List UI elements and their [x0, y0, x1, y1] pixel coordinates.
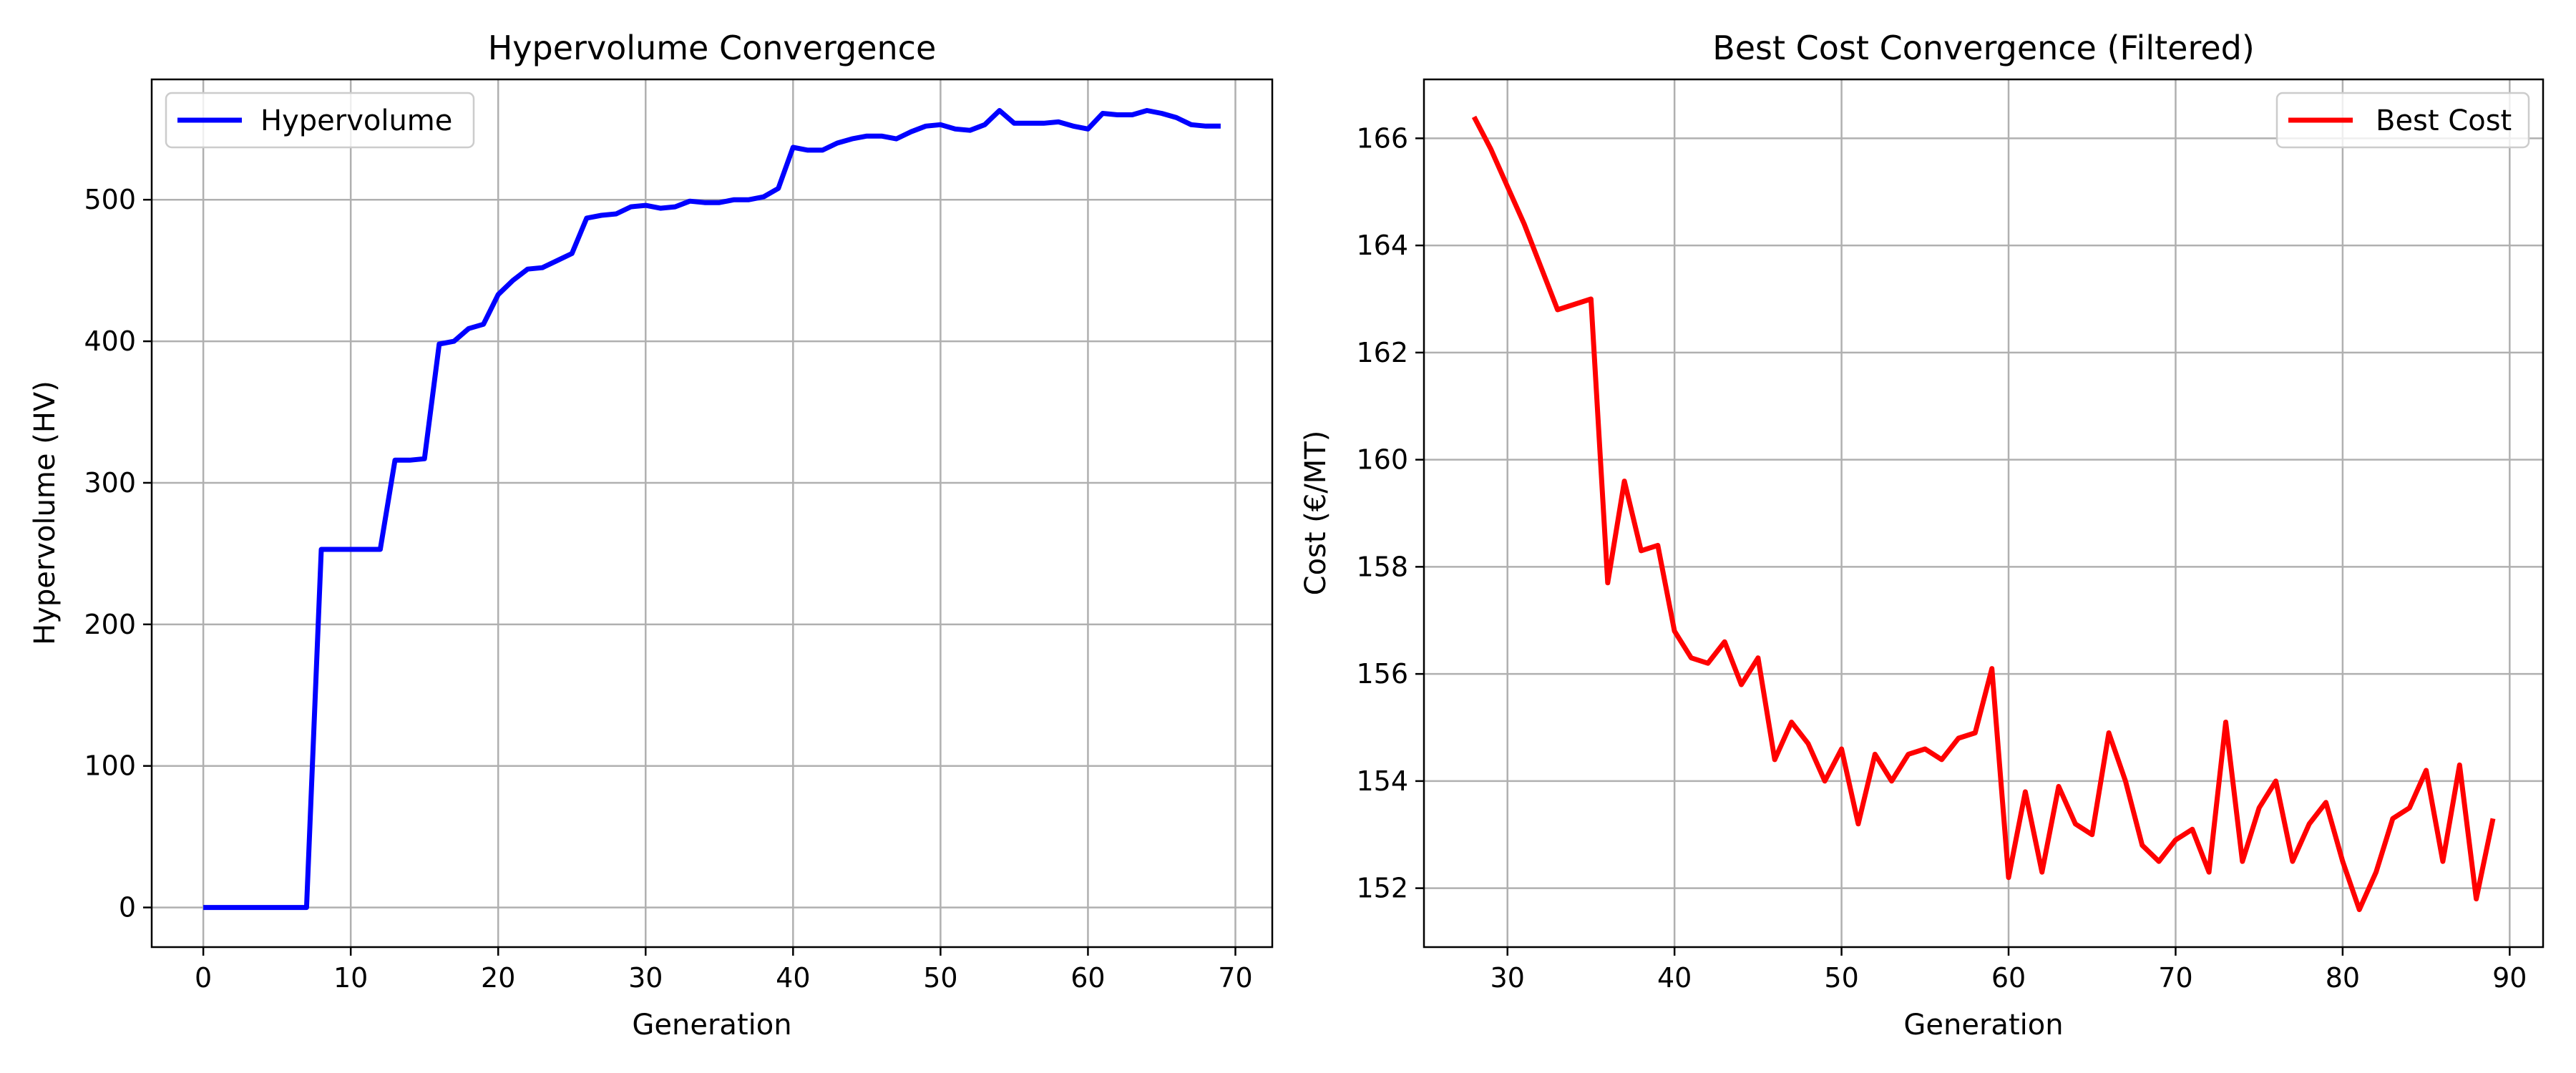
- cost-y-tick-label: 166: [1356, 122, 1408, 154]
- hypervolume-chart: Hypervolume Convergence 0 10 20 30 40 50 60 700…: [29, 29, 1274, 1042]
- hv-x-tick-label: 60: [1070, 962, 1105, 994]
- cost-y-tick-label: 152: [1356, 873, 1408, 904]
- cost-y-tick-label: 156: [1356, 658, 1408, 690]
- hv-x-tick-label: 40: [776, 962, 810, 994]
- cost-x-tick-label: 70: [2158, 962, 2192, 994]
- cost-x-tick-label: 60: [1991, 962, 2026, 994]
- hv-axis-ticks: 0 10 20 30 40 50 60 70 0 100 200 300 400 500: [84, 184, 1252, 994]
- hv-x-axis-label: Generation: [632, 1009, 791, 1042]
- cost-x-tick-label: 30: [1491, 962, 1525, 994]
- hv-y-tick-label: 400: [84, 325, 136, 357]
- hv-y-tick-label: 200: [84, 609, 136, 640]
- hv-gridlines: [152, 79, 1272, 947]
- cost-y-tick-label: 154: [1356, 765, 1408, 797]
- best-cost-chart: Best Cost Convergence (Filtered) 30 40 50 6…: [1299, 29, 2545, 1042]
- cost-axis-ticks: 30 40 50 60 70 80 90 152 154 156 158 160 162 164 166: [1356, 122, 2527, 994]
- hv-plot-frame: [150, 78, 1274, 949]
- hv-y-tick-label: 300: [84, 467, 136, 499]
- hv-legend-box: [165, 92, 475, 149]
- cost-plot-frame: [1423, 78, 2545, 949]
- hv-y-tick-label: 100: [84, 750, 136, 782]
- cost-x-tick-label: 40: [1657, 962, 1692, 994]
- hv-x-tick-label: 30: [628, 962, 663, 994]
- hv-legend-label: Hypervolume: [260, 104, 452, 137]
- hv-x-tick-label: 10: [333, 962, 368, 994]
- hv-x-tick-label: 70: [1218, 962, 1252, 994]
- cost-chart-title: Best Cost Convergence (Filtered): [1712, 29, 2255, 67]
- hv-y-axis-label: Hypervolume (HV): [29, 381, 62, 645]
- cost-y-tick-label: 162: [1356, 337, 1408, 368]
- cost-y-tick-label: 164: [1356, 230, 1408, 261]
- cost-x-tick-label: 80: [2326, 962, 2360, 994]
- hv-series-polyline: [203, 108, 1221, 911]
- cost-x-tick-label: 50: [1824, 962, 1858, 994]
- hv-x-tick-label: 0: [195, 962, 212, 994]
- cost-legend-label: Best Cost: [2376, 104, 2512, 137]
- cost-x-tick-label: 90: [2492, 962, 2527, 994]
- cost-series-polyline: [1471, 115, 2496, 913]
- hv-y-tick-label: 0: [119, 892, 136, 923]
- hv-legend: Hypervolume: [165, 92, 475, 149]
- hv-x-tick-label: 20: [481, 962, 515, 994]
- cost-y-axis-label: Cost (€/MT): [1299, 431, 1332, 596]
- cost-gridlines: [1424, 79, 2543, 947]
- cost-legend: Best Cost: [2275, 92, 2530, 149]
- cost-legend-box: [2275, 92, 2530, 149]
- cost-series-line: [1471, 115, 2496, 913]
- hv-series-line: [203, 108, 1221, 911]
- hv-x-tick-label: 50: [923, 962, 957, 994]
- cost-y-tick-label: 158: [1356, 551, 1408, 582]
- cost-y-tick-label: 160: [1356, 444, 1408, 476]
- hv-y-tick-label: 500: [84, 184, 136, 215]
- hv-chart-title: Hypervolume Convergence: [488, 29, 937, 67]
- cost-x-axis-label: Generation: [1903, 1009, 2063, 1042]
